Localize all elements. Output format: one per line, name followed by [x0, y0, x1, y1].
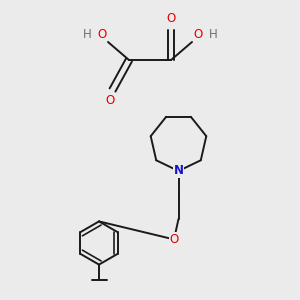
Text: O: O	[167, 12, 176, 25]
Text: O: O	[98, 28, 106, 41]
Text: O: O	[194, 28, 202, 41]
Text: N: N	[173, 164, 184, 178]
Text: H: H	[208, 28, 217, 41]
Text: H: H	[82, 28, 91, 41]
Text: O: O	[105, 94, 114, 107]
Text: O: O	[169, 233, 178, 246]
